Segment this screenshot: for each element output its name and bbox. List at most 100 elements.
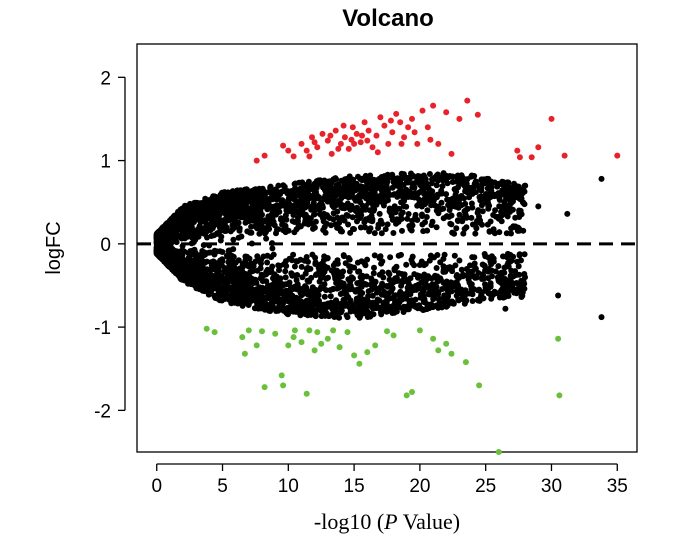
down-point [203,325,210,332]
ns-point [282,188,289,195]
ns-point [250,216,257,223]
ns-point [357,215,364,221]
ns-point [426,283,432,290]
ns-point [421,174,428,181]
ns-point [432,282,439,288]
ns-point [389,184,396,191]
ns-point [398,211,405,218]
ns-point [367,312,374,319]
ns-point [278,301,285,308]
ns-point [212,285,219,292]
ns-point [453,225,460,232]
chart-title: Volcano [342,5,434,32]
down-point [318,340,325,347]
ns-point [282,268,289,275]
y-tick-label: -1 [94,318,111,339]
ns-point [349,190,356,197]
ns-point [225,248,232,255]
ns-point [346,268,353,275]
down-point [462,359,469,366]
ns-point [294,258,301,265]
ns-point [353,180,360,187]
ns-point [471,260,478,267]
ns-point [443,303,450,310]
ns-point [338,309,345,316]
ns-point [456,175,463,182]
ns-point [342,176,348,183]
x-axis-label-prefix: -log10 ( [314,509,384,534]
ns-point [291,263,298,270]
ns-point [199,264,205,271]
ns-point [174,253,181,260]
ns-point [295,222,302,229]
ns-point [241,291,248,298]
up-point [314,144,321,151]
ns-point [469,190,476,197]
ns-point [247,207,254,214]
ns-point [405,211,412,217]
ns-point [154,245,161,252]
ns-point [214,230,221,237]
ns-point [343,182,350,189]
ns-point [185,267,192,274]
ns-point [195,226,201,233]
ns-point [341,253,347,260]
ns-point [443,191,450,198]
x-axis-label: -log10 (P Value) [314,509,460,534]
ns-point [220,275,227,281]
ns-point [381,291,388,298]
ns-point [255,256,262,263]
ns-point [324,212,330,219]
y-tick-label: -2 [94,401,111,422]
ns-point [469,204,476,211]
ns-point [437,206,444,213]
ns-point [234,284,241,291]
ns-point [414,191,421,198]
ns-point [383,308,390,315]
ns-point [598,175,605,182]
ns-point [371,264,377,271]
ns-point [403,303,410,310]
ns-point [267,304,274,311]
ns-point [434,176,441,183]
ns-point [305,178,312,185]
ns-point [446,264,453,271]
ns-point [379,269,386,276]
ns-point [346,304,353,311]
ns-point [201,206,208,213]
ns-point [279,218,286,225]
ns-point [330,262,337,269]
ns-point [382,198,389,205]
ns-point [369,177,376,184]
up-point [361,119,368,126]
ns-point [224,253,231,260]
ns-point [170,267,177,274]
ns-point [243,198,250,205]
ns-point [197,285,204,292]
ns-point [338,195,345,202]
ns-point [272,294,279,301]
ns-point [358,258,365,265]
down-point [372,342,379,349]
ns-point [407,291,414,298]
ns-point [361,184,368,191]
ns-point [485,175,492,182]
down-point [211,329,218,336]
ns-point [424,227,431,234]
down-point [290,334,297,341]
up-point [435,140,442,147]
ns-point [303,305,310,312]
ns-point [291,272,298,279]
ns-point [414,303,421,310]
ns-point [352,288,359,295]
ns-point [424,207,431,214]
ns-point [330,216,337,223]
up-point [474,111,481,118]
ns-point [414,217,421,223]
ns-point [181,276,187,283]
ns-point [289,257,295,264]
ns-point [362,224,369,231]
ns-point [243,193,250,200]
ns-point [207,266,214,273]
